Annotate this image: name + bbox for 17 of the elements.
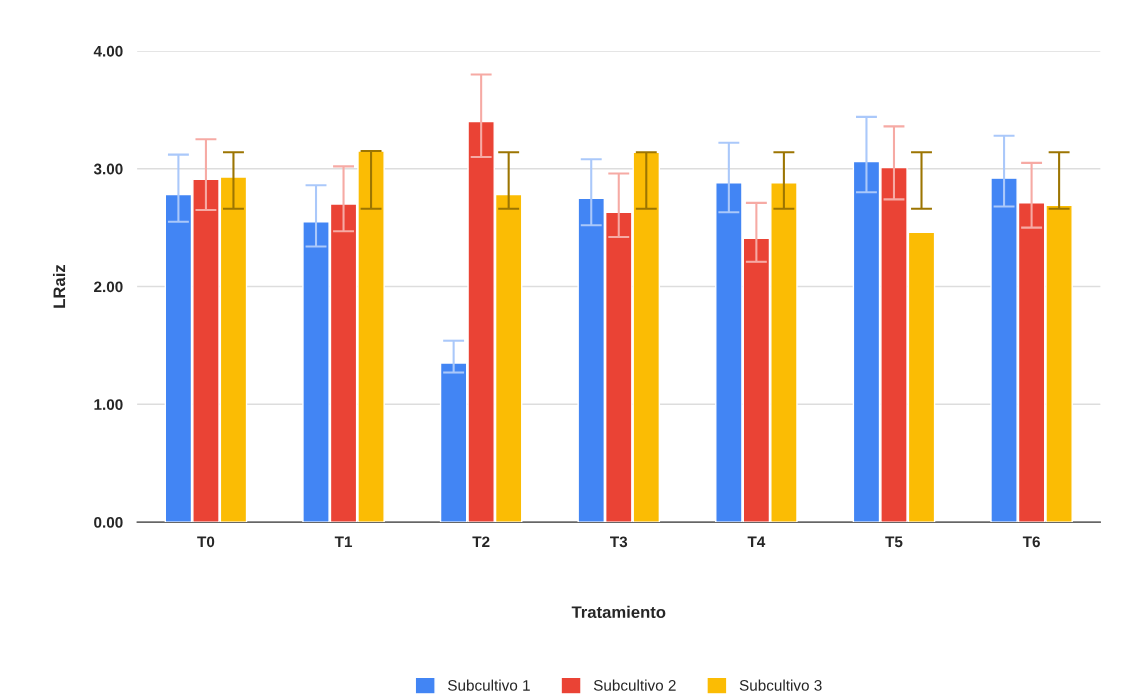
- legend-label: Subcultivo 3: [739, 679, 822, 691]
- y-tick-label: 2.00: [94, 281, 123, 293]
- y-axis-title: LRaiz: [52, 264, 66, 308]
- x-tick-label: T2: [472, 536, 490, 548]
- y-tick-label: 3.00: [93, 163, 123, 175]
- x-tick-label: T1: [334, 536, 353, 548]
- y-tick-label: 1.00: [94, 399, 123, 410]
- x-axis-title: Tratamiento: [571, 605, 666, 619]
- x-tick-label: T4: [747, 536, 766, 548]
- legend-label: Subcultivo 2: [593, 679, 676, 691]
- legend-label: Subcultivo 1: [448, 679, 530, 691]
- y-tick-label: 4.00: [93, 45, 123, 57]
- y-tick-label: 0.00: [94, 516, 123, 528]
- x-tick-label: T5: [885, 536, 903, 548]
- x-tick-label: T0: [197, 536, 215, 548]
- x-tick-label: T3: [610, 536, 628, 548]
- x-tick-label: T6: [1022, 536, 1040, 548]
